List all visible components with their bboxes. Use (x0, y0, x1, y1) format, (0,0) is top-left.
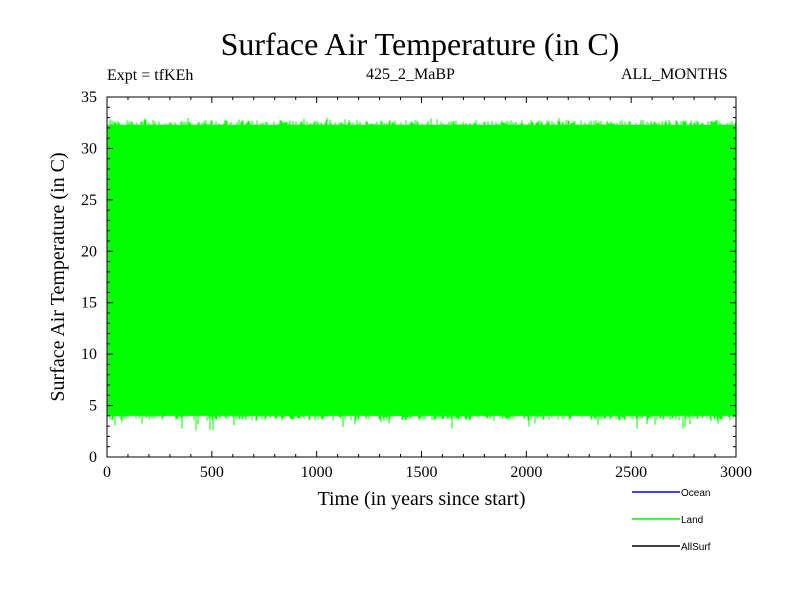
run-label: 425_2_MaBP (366, 66, 455, 83)
x-tick-label: 2000 (510, 464, 542, 481)
chart-title: Surface Air Temperature (in C) (220, 26, 620, 62)
experiment-label: Expt = tfKEh (107, 67, 194, 84)
y-tick-label: 30 (81, 140, 97, 157)
y-tick-label: 10 (81, 346, 97, 363)
x-tick-label: 1500 (406, 464, 438, 481)
y-axis-label: Surface Air Temperature (in C) (47, 152, 69, 401)
y-tick-label: 15 (81, 295, 97, 312)
months-label: ALL_MONTHS (621, 66, 728, 83)
legend-label-allsurf: AllSurf (681, 542, 711, 553)
legend: Ocean Land AllSurf (632, 488, 711, 553)
land-line (106, 117, 737, 431)
y-tick-label: 35 (81, 89, 97, 106)
x-tick-label: 1000 (301, 464, 333, 481)
x-tick-label: 3000 (720, 464, 752, 481)
axis-layer: 0 500 1000 1500 2000 2500 3000 0 5 10 15 20 25 30 35 (81, 89, 752, 481)
land-series (106, 117, 737, 431)
y-tick-label: 5 (89, 398, 97, 415)
legend-label-ocean: Ocean (681, 488, 710, 499)
legend-label-land: Land (681, 515, 703, 526)
x-axis-label: Time (in years since start) (317, 488, 525, 510)
y-tick-label: 0 (89, 449, 97, 466)
x-tick-label: 0 (103, 464, 111, 481)
x-tick-label: 500 (200, 464, 224, 481)
y-tick-label: 25 (81, 192, 97, 209)
x-tick-label: 2500 (615, 464, 647, 481)
y-tick-label: 20 (81, 243, 97, 260)
data-layer (106, 117, 737, 431)
